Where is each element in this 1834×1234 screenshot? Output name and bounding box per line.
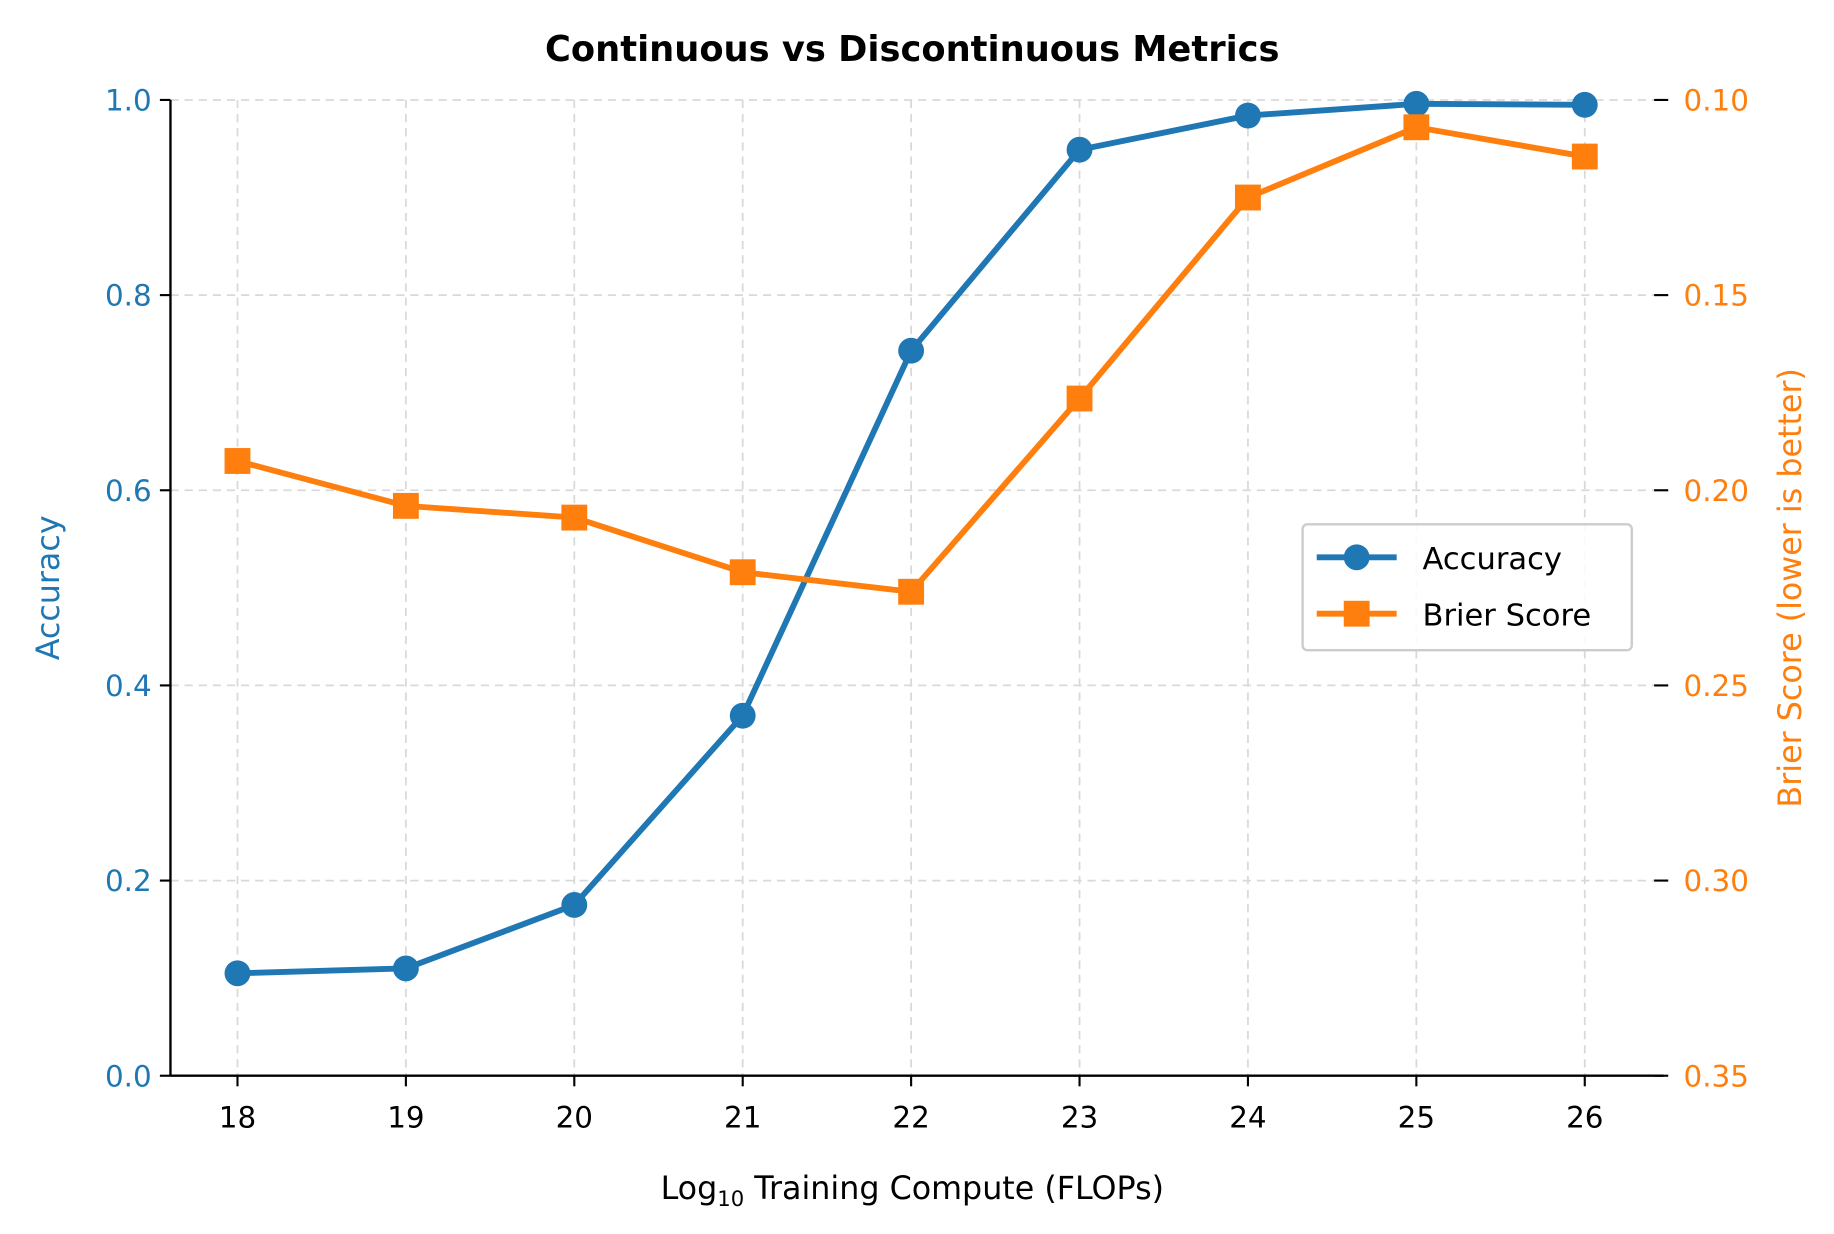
y-right-tick-label: 0.30	[1684, 864, 1749, 898]
data-point-accuracy	[1066, 136, 1093, 163]
data-point-brier-score	[392, 492, 419, 519]
data-point-accuracy	[898, 337, 925, 364]
legend-brier-label: Brier Score	[1423, 598, 1592, 633]
x-tick-label: 25	[1398, 1100, 1435, 1134]
y-right-tick-label: 0.20	[1684, 474, 1749, 508]
axes: 18 19 20 21 22 23 24 25 26 0.0 0.2 0.4 0.6 0.8 1.0 0.10…	[105, 84, 1749, 1135]
y-axis-label-left: Accuracy	[31, 515, 67, 660]
y-right-tick-label: 0.35	[1684, 1059, 1749, 1093]
series-layer	[224, 90, 1598, 987]
y-left-tick-label: 0.4	[105, 669, 152, 703]
legend: Accuracy Brier Score	[1301, 523, 1633, 652]
legend-brier-marker	[1343, 600, 1370, 627]
y-left-tick-label: 0.2	[105, 864, 152, 898]
x-tick-label: 18	[219, 1100, 256, 1134]
data-point-accuracy	[1235, 102, 1261, 129]
x-tick-label: 23	[1061, 1100, 1098, 1134]
legend-accuracy-label: Accuracy	[1423, 542, 1562, 577]
y-left-tick-label: 0.6	[105, 474, 152, 508]
data-point-accuracy	[1403, 90, 1430, 117]
data-point-accuracy	[1571, 91, 1598, 118]
data-point-accuracy	[224, 960, 251, 987]
legend-accuracy-marker	[1343, 544, 1370, 571]
y-left-tick-label: 0.0	[105, 1059, 152, 1093]
x-tick-label: 24	[1229, 1100, 1266, 1134]
data-point-brier-score	[561, 504, 588, 531]
y-right-tick-label: 0.25	[1684, 669, 1749, 703]
x-tick-label: 19	[387, 1100, 424, 1134]
data-point-brier-score	[1571, 143, 1598, 170]
data-point-brier-score	[898, 578, 925, 605]
data-point-brier-score	[1066, 385, 1093, 412]
y-right-tick-label: 0.10	[1684, 84, 1749, 118]
data-point-brier-score	[1235, 184, 1261, 211]
data-point-brier-score	[1403, 114, 1430, 141]
data-point-accuracy	[392, 955, 419, 982]
x-tick-label: 20	[556, 1100, 593, 1134]
y-left-tick-label: 0.8	[105, 279, 152, 313]
data-point-brier-score	[729, 559, 756, 586]
x-tick-label: 26	[1566, 1100, 1603, 1134]
data-point-accuracy	[729, 702, 756, 729]
y-axis-label-right: Brier Score (lower is better)	[1773, 368, 1809, 807]
data-point-brier-score	[224, 448, 251, 474]
data-point-accuracy	[561, 892, 588, 918]
y-right-tick-label: 0.15	[1684, 279, 1749, 313]
y-left-tick-label: 1.0	[105, 84, 152, 118]
x-tick-label: 21	[724, 1100, 761, 1134]
chart-title: Continuous vs Discontinuous Metrics	[545, 29, 1280, 70]
x-axis-label: Log10 Training Compute (FLOPs)	[661, 1171, 1164, 1211]
x-tick-label: 22	[892, 1100, 929, 1134]
